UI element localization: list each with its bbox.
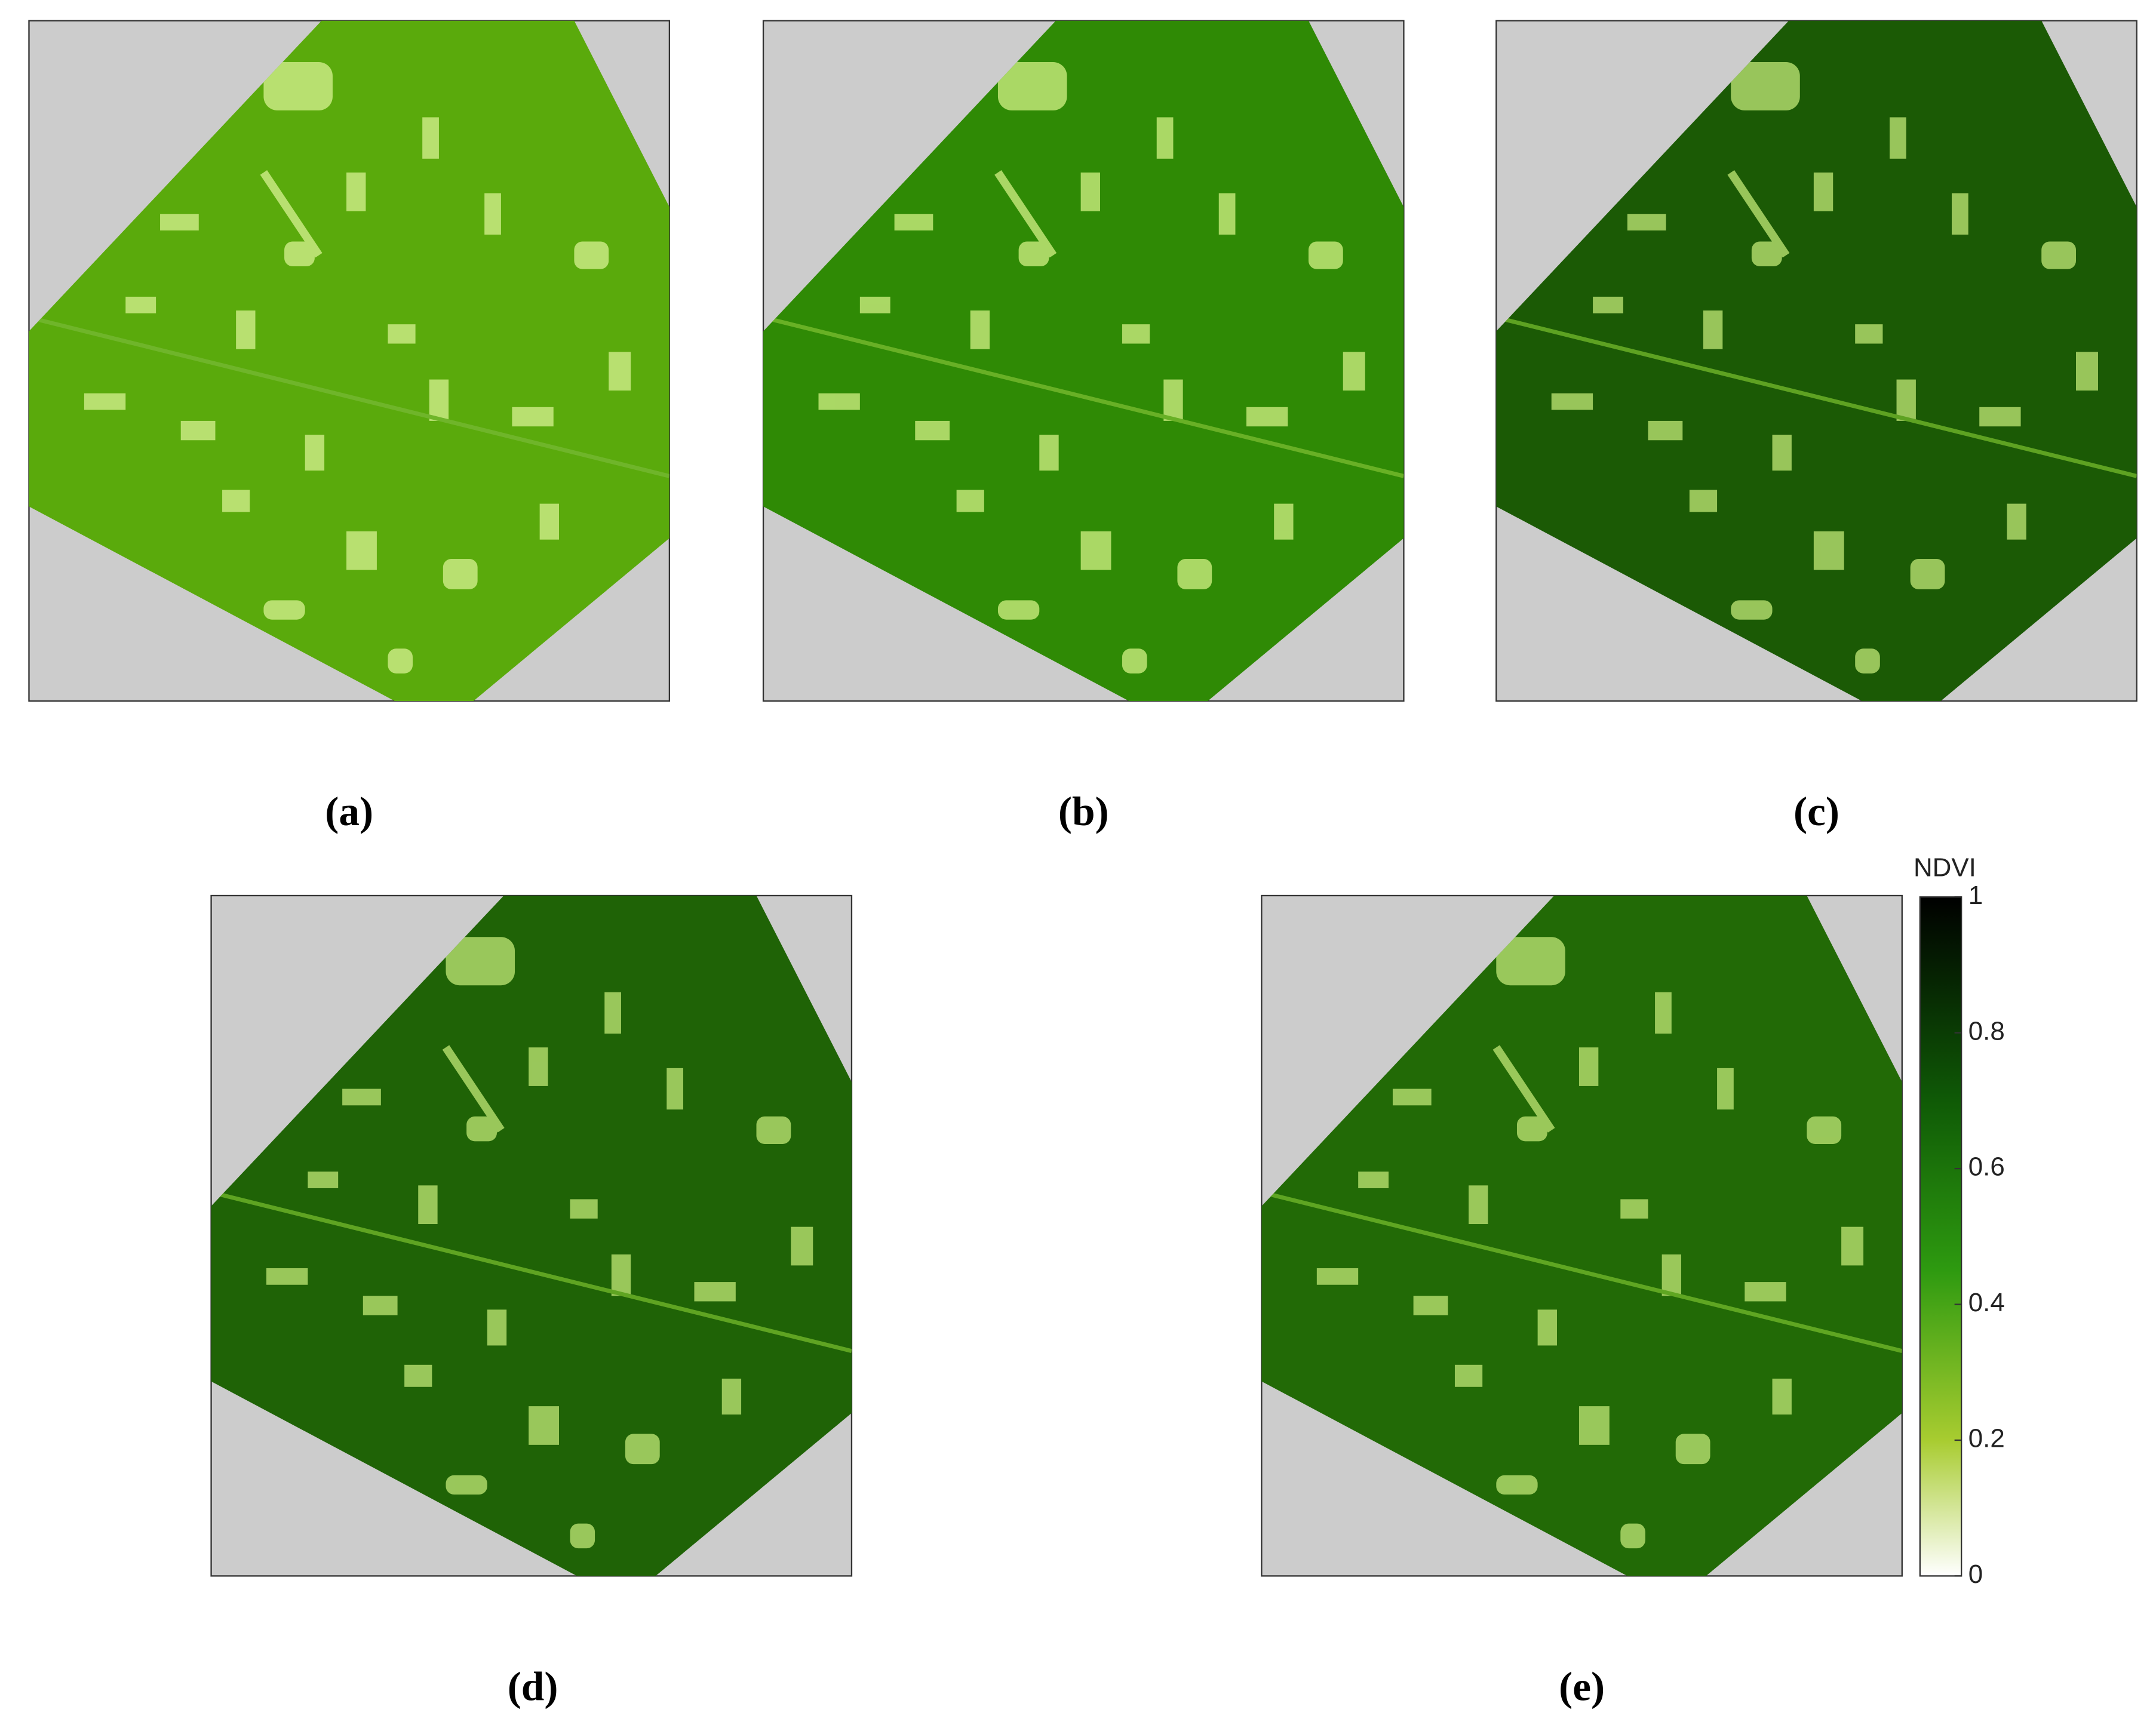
panel-label: (e) [1559, 1663, 1605, 1709]
tick-label: 0 [1968, 1560, 1983, 1589]
map-panel [28, 20, 671, 702]
map-panel [1495, 20, 2137, 702]
map-panel [210, 894, 853, 1577]
panel-label: (b) [1058, 788, 1109, 834]
tick-label: 0.6 [1968, 1152, 2005, 1182]
panel-label: (a) [325, 788, 373, 834]
tick-label: 1 [1968, 881, 1983, 910]
tick-label: 0.4 [1968, 1288, 2005, 1317]
panel-label: (d) [508, 1663, 558, 1709]
tick-label: 0.8 [1968, 1016, 2005, 1046]
map-panel [762, 20, 1405, 702]
colorbar-title: NDVI [1914, 853, 1976, 883]
tick-label: 0.2 [1968, 1424, 2005, 1453]
colorbar [1919, 896, 1962, 1577]
map-panel [1261, 894, 1903, 1577]
panel-label: (c) [1793, 788, 1839, 834]
